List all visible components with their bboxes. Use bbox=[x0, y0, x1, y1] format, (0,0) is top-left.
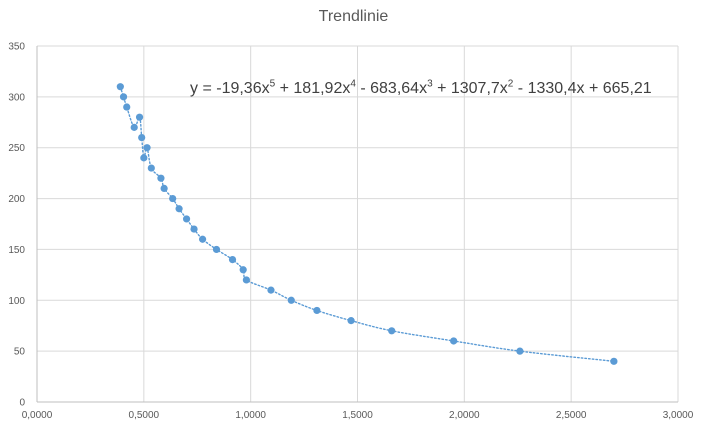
data-point bbox=[242, 276, 250, 284]
data-point bbox=[157, 174, 165, 182]
trendline-curve bbox=[119, 85, 615, 363]
gridlines bbox=[37, 45, 679, 402]
data-point bbox=[130, 123, 138, 131]
data-point bbox=[140, 154, 148, 162]
data-point bbox=[116, 83, 124, 91]
x-tick-label: 2,5000 bbox=[556, 410, 587, 421]
y-tick-label: 100 bbox=[8, 296, 25, 307]
data-point bbox=[147, 164, 155, 172]
data-point bbox=[160, 184, 168, 192]
chart-title: Trendlinie bbox=[318, 8, 389, 25]
equation-exponent-4: 2 bbox=[507, 78, 514, 90]
equation-part-3: - 683,64x bbox=[355, 80, 428, 97]
axes bbox=[36, 46, 678, 403]
x-tick-label: 0,5000 bbox=[129, 410, 160, 421]
data-point bbox=[450, 337, 458, 345]
data-point bbox=[123, 103, 131, 111]
trendline-equation: y = -19,36x5 + 181,92x4 - 683,64x3 + 130… bbox=[190, 78, 652, 98]
equation-part-4: + 1307,7x bbox=[432, 80, 508, 97]
y-tick-label: 50 bbox=[14, 347, 26, 358]
x-tick-label: 1,5000 bbox=[342, 410, 373, 421]
equation-exponent-1: 5 bbox=[269, 78, 276, 90]
y-axis-tick-labels: 0 50 100 150 200 250 300 350 bbox=[8, 42, 25, 409]
y-tick-label: 250 bbox=[8, 143, 25, 154]
data-point bbox=[135, 113, 144, 121]
data-point bbox=[143, 144, 151, 152]
data-point bbox=[212, 245, 221, 254]
data-point bbox=[169, 194, 177, 203]
x-tick-label: 3,0000 bbox=[663, 410, 694, 421]
equation-exponent-2: 4 bbox=[350, 78, 356, 90]
equation-part-5: - 1330,4x + 665,21 bbox=[513, 80, 652, 97]
data-points bbox=[116, 83, 618, 365]
x-tick-label: 0,0000 bbox=[22, 410, 53, 421]
equation-part-1: y = -19,36x bbox=[190, 80, 270, 97]
data-point bbox=[175, 205, 183, 213]
data-point bbox=[119, 93, 128, 101]
data-point bbox=[347, 317, 355, 325]
equation-part-2: + 181,92x bbox=[275, 80, 351, 97]
data-point bbox=[138, 133, 146, 142]
data-point bbox=[198, 235, 207, 243]
data-point bbox=[182, 215, 191, 223]
data-point bbox=[190, 225, 198, 233]
y-tick-label: 300 bbox=[8, 92, 25, 103]
x-tick-label: 1,0000 bbox=[235, 410, 266, 421]
data-point bbox=[239, 266, 247, 274]
y-tick-label: 0 bbox=[19, 398, 25, 409]
data-point bbox=[610, 357, 618, 365]
equation-exponent-3: 3 bbox=[427, 78, 433, 90]
data-point bbox=[516, 347, 524, 355]
data-point bbox=[388, 327, 396, 335]
data-point bbox=[287, 296, 295, 304]
x-axis-tick-labels: 0,0000 0,5000 1,0000 1,5000 2,0000 2,5000 3,00… bbox=[22, 410, 694, 421]
data-point bbox=[313, 306, 321, 315]
x-tick-label: 2,0000 bbox=[449, 410, 480, 421]
data-point bbox=[228, 256, 237, 264]
y-tick-label: 200 bbox=[8, 194, 25, 205]
trendline-layer bbox=[119, 85, 615, 363]
y-tick-label: 350 bbox=[8, 42, 25, 53]
data-point bbox=[267, 286, 275, 294]
y-tick-label: 150 bbox=[8, 245, 25, 256]
